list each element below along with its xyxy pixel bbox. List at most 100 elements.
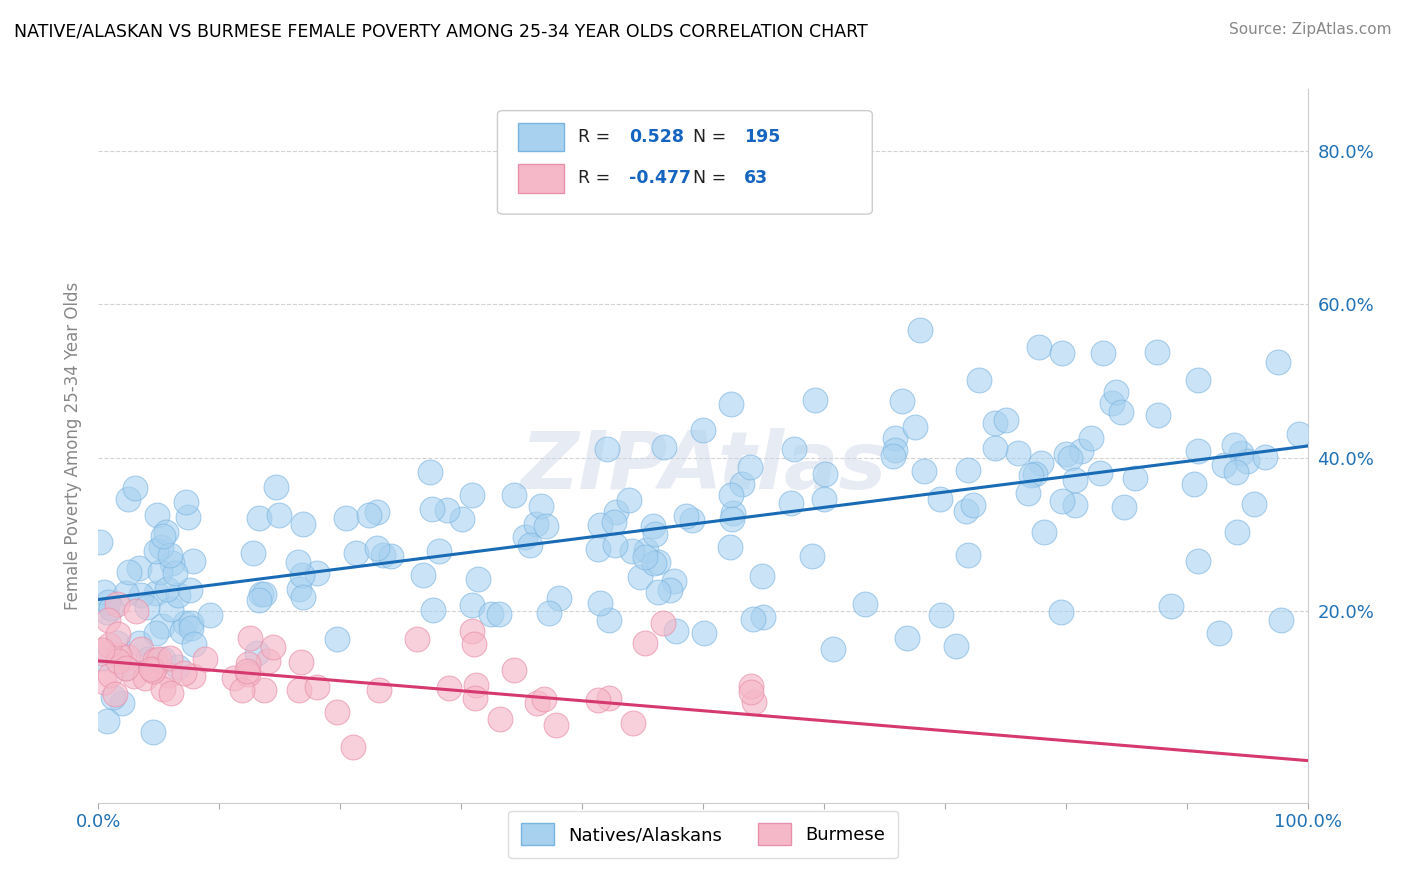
Point	[595, 442, 617, 457]
FancyBboxPatch shape	[517, 123, 564, 152]
Point	[287, 555, 309, 569]
Point	[536, 519, 558, 533]
Point	[1070, 443, 1092, 458]
Point	[1050, 605, 1073, 619]
Point	[180, 615, 202, 630]
Point	[1059, 450, 1081, 465]
Point	[1109, 405, 1132, 419]
Point	[693, 626, 716, 640]
Point	[502, 488, 524, 502]
Text: 195: 195	[744, 128, 780, 146]
Point	[194, 652, 217, 666]
Point	[427, 543, 450, 558]
Point	[548, 591, 571, 606]
Point	[634, 550, 657, 565]
Point	[371, 548, 394, 562]
Point	[967, 373, 990, 387]
Point	[598, 691, 620, 706]
Point	[1031, 456, 1053, 470]
Point	[984, 416, 1007, 430]
Point	[101, 690, 124, 705]
Point	[236, 664, 259, 678]
Point	[1213, 458, 1236, 472]
Point	[155, 525, 177, 540]
Point	[779, 496, 801, 510]
Point	[97, 595, 120, 609]
Point	[463, 636, 485, 650]
Point	[731, 477, 754, 491]
Point	[1254, 450, 1277, 464]
Point	[246, 647, 269, 661]
Point	[145, 626, 167, 640]
Point	[290, 655, 312, 669]
Point	[962, 498, 984, 512]
Point	[1187, 373, 1209, 387]
Text: N =: N =	[693, 128, 733, 146]
Point	[1270, 613, 1292, 627]
Point	[994, 413, 1017, 427]
Point	[406, 632, 429, 646]
Point	[100, 600, 122, 615]
Point	[107, 648, 129, 663]
Point	[628, 569, 651, 583]
Text: R =: R =	[578, 128, 616, 146]
Point	[617, 493, 640, 508]
Point	[326, 632, 349, 646]
Point	[159, 650, 181, 665]
Point	[292, 590, 315, 604]
Point	[288, 683, 311, 698]
Point	[366, 505, 388, 519]
Text: NATIVE/ALASKAN VS BURMESE FEMALE POVERTY AMONG 25-34 YEAR OLDS CORRELATION CHART: NATIVE/ALASKAN VS BURMESE FEMALE POVERTY…	[14, 22, 868, 40]
Point	[1114, 500, 1136, 514]
Point	[983, 441, 1005, 455]
Point	[643, 556, 665, 570]
Point	[720, 396, 742, 410]
Point	[253, 683, 276, 698]
Point	[721, 512, 744, 526]
Point	[537, 607, 560, 621]
Point	[117, 565, 139, 579]
Legend: Natives/Alaskans, Burmese: Natives/Alaskans, Burmese	[509, 811, 897, 858]
Point	[269, 508, 291, 523]
Point	[419, 465, 441, 479]
Point	[1050, 494, 1073, 508]
Point	[238, 657, 260, 672]
Point	[658, 582, 681, 597]
Point	[882, 449, 904, 463]
Point	[1225, 465, 1247, 479]
Point	[307, 680, 329, 694]
Point	[156, 582, 179, 597]
Text: ZIPAtlas: ZIPAtlas	[520, 428, 886, 507]
Point	[718, 540, 741, 554]
Point	[586, 541, 609, 556]
Point	[436, 503, 458, 517]
Point	[124, 481, 146, 495]
Point	[751, 568, 773, 582]
Point	[160, 602, 183, 616]
Point	[1243, 497, 1265, 511]
Point	[742, 696, 765, 710]
Point	[165, 566, 187, 580]
Point	[89, 535, 111, 549]
Point	[884, 431, 907, 445]
Point	[1101, 395, 1123, 409]
Point	[91, 651, 114, 665]
Point	[159, 549, 181, 563]
Point	[912, 464, 935, 478]
Point	[422, 603, 444, 617]
Point	[813, 467, 835, 481]
Point	[180, 621, 202, 635]
Point	[1033, 524, 1056, 539]
Point	[503, 663, 526, 677]
Point	[105, 597, 128, 611]
Point	[93, 584, 115, 599]
Point	[91, 646, 114, 660]
Point	[91, 643, 114, 657]
Point	[174, 615, 197, 630]
Point	[131, 642, 153, 657]
Point	[742, 612, 765, 626]
Point	[366, 541, 388, 556]
Point	[111, 696, 134, 710]
Point	[250, 587, 273, 601]
Point	[955, 503, 977, 517]
